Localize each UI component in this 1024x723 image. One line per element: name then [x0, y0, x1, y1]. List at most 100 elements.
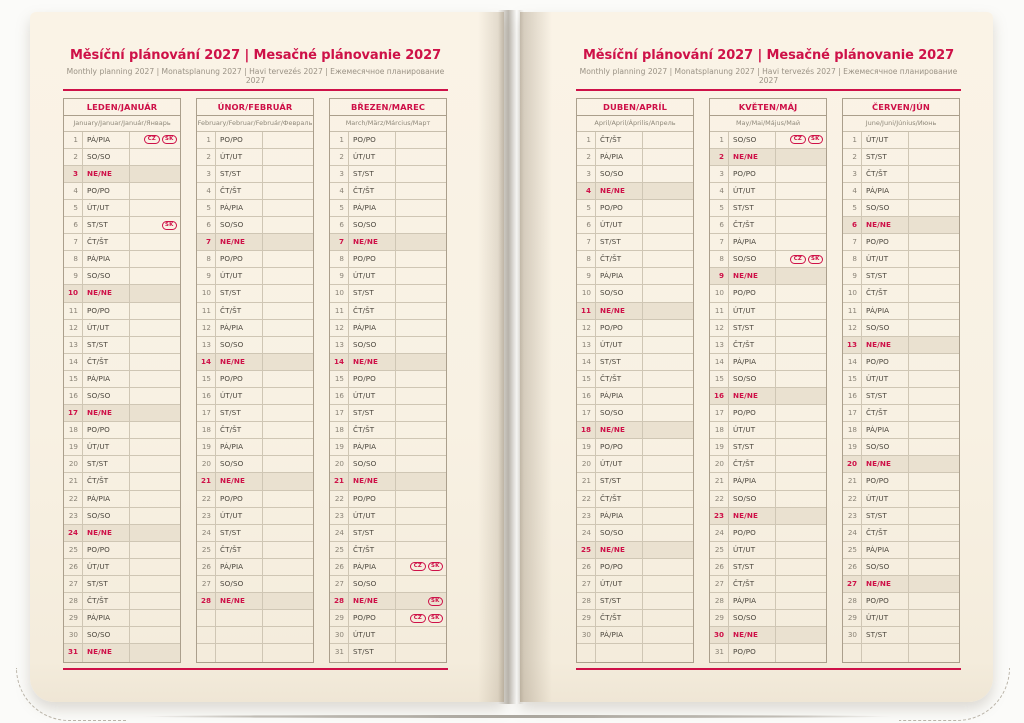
day-weekday-label: ST/ST	[216, 405, 263, 422]
day-notes-cell	[776, 422, 826, 438]
day-weekday-label: ČT/ŠT	[862, 285, 909, 302]
day-number: 27	[330, 576, 349, 593]
day-notes-cell	[909, 456, 959, 472]
day-row: 1 PO/PO	[330, 131, 446, 149]
day-weekday-label: ST/ST	[83, 336, 130, 353]
day-weekday-label: PÁ/PIA	[83, 131, 130, 148]
day-notes-cell	[776, 354, 826, 370]
day-notes-cell	[643, 200, 693, 216]
holiday-badge-cz: CZ	[410, 562, 426, 572]
day-notes-cell	[776, 576, 826, 592]
day-row: 1 PO/PO	[197, 131, 313, 149]
day-row: 5 ST/ST	[710, 199, 826, 218]
day-number: 20	[197, 456, 216, 473]
day-weekday-label: ÚT/UT	[216, 268, 263, 285]
day-row: 6 ST/ST SK	[64, 217, 180, 235]
day-row: 5 PÁ/PIA	[197, 199, 313, 218]
day-row: 12 ST/ST	[710, 319, 826, 337]
day-number: 26	[710, 558, 729, 576]
day-weekday-label: PO/PO	[862, 473, 909, 490]
day-row: 6 ČT/ŠT	[710, 217, 826, 235]
day-notes-cell	[130, 149, 180, 165]
day-row: 2 SO/SO	[64, 148, 180, 166]
day-row: 15 PÁ/PIA	[64, 370, 180, 388]
day-row: 20 SO/SO	[197, 456, 313, 474]
day-number: 20	[64, 456, 83, 473]
empty-row	[577, 644, 693, 662]
day-weekday-label: NE/NE	[596, 422, 643, 439]
day-row: 31 NE/NE	[64, 644, 180, 662]
day-weekday-label: NE/NE	[216, 473, 263, 490]
day-weekday-label: ÚT/UT	[83, 199, 130, 217]
day-row: 1 ČT/ŠT	[577, 131, 693, 149]
day-notes-cell	[909, 354, 959, 370]
month-subheader-label: April/April/Április/Апрель	[577, 116, 693, 132]
day-notes-cell	[776, 542, 826, 558]
day-weekday-label: PÁ/PIA	[83, 370, 130, 387]
holiday-badge-sk: SK	[807, 254, 823, 264]
day-row: 30 PÁ/PIA	[577, 627, 693, 645]
day-number: 9	[330, 268, 349, 285]
day-weekday-label: NE/NE	[349, 473, 396, 490]
day-weekday-label: NE/NE	[596, 541, 643, 558]
day-number: 8	[197, 251, 216, 268]
day-notes-cell	[396, 371, 446, 387]
day-row: 23 NE/NE	[710, 507, 826, 525]
day-number: 16	[843, 388, 862, 405]
day-number: 25	[330, 541, 349, 558]
day-number: 14	[64, 353, 83, 370]
page-title: Měsíční plánování 2027 | Mesačné plánova…	[582, 48, 955, 63]
day-number: 6	[330, 217, 349, 234]
day-row: 13 NE/NE	[843, 336, 959, 354]
holiday-badge-cz: CZ	[790, 135, 806, 145]
day-number: 29	[843, 610, 862, 627]
day-number: 30	[330, 627, 349, 644]
day-number: 10	[197, 285, 216, 302]
day-row: 12 PÁ/PIA	[197, 319, 313, 337]
day-notes-cell	[776, 166, 826, 182]
day-row: 9 PÁ/PIA	[577, 268, 693, 286]
day-row: 23 ÚT/UT	[197, 507, 313, 525]
day-notes-cell	[643, 388, 693, 404]
day-weekday-label: ÚT/UT	[596, 217, 643, 234]
day-weekday-label: PO/PO	[216, 131, 263, 148]
day-number: 10	[710, 285, 729, 302]
day-number: 11	[843, 302, 862, 319]
empty-row	[843, 644, 959, 662]
month-subheader-label: June/Juni/Június/Июнь	[843, 116, 959, 132]
day-number: 11	[710, 302, 729, 319]
day-weekday-label: SO/SO	[729, 370, 776, 387]
day-number: 22	[577, 490, 596, 507]
day-weekday-label: PO/PO	[83, 182, 130, 199]
day-number: 6	[843, 217, 862, 234]
day-weekday-label: ČT/ŠT	[596, 370, 643, 387]
day-row: 11 ÚT/UT	[710, 302, 826, 320]
day-row: 7 ST/ST	[577, 234, 693, 252]
day-notes-cell	[396, 627, 446, 643]
day-weekday-label: NE/NE	[349, 353, 396, 370]
day-weekday-label: ST/ST	[596, 353, 643, 370]
day-weekday-label: PÁ/PIA	[349, 319, 396, 336]
day-row: 16 ÚT/UT	[330, 388, 446, 406]
month-subheader-label: March/März/Március/Март	[330, 116, 446, 132]
day-notes-cell	[909, 183, 959, 199]
day-notes-cell	[909, 217, 959, 233]
day-number: 3	[843, 165, 862, 182]
day-weekday-label: ČT/ŠT	[862, 524, 909, 541]
day-row: 26 ST/ST	[710, 558, 826, 577]
day-number: 15	[577, 370, 596, 387]
day-weekday-label: ÚT/UT	[862, 610, 909, 627]
day-number: 9	[710, 268, 729, 285]
day-number: 6	[577, 217, 596, 234]
day-weekday-label: NE/NE	[216, 353, 263, 370]
title-divider	[63, 89, 448, 91]
empty-notes-cell	[643, 644, 693, 661]
day-weekday-label: SO/SO	[729, 490, 776, 507]
day-row: 27 SO/SO	[197, 576, 313, 594]
day-row: 24 PO/PO	[710, 524, 826, 542]
month-may: KVĚTEN/MÁJ May/Mai/Május/Май 1 SO/SO CZ SK 2 NE…	[709, 97, 827, 663]
day-number: 28	[197, 593, 216, 610]
day-notes-cell	[263, 354, 313, 370]
day-notes-cell	[263, 251, 313, 267]
day-row: 4 ÚT/UT	[710, 182, 826, 200]
